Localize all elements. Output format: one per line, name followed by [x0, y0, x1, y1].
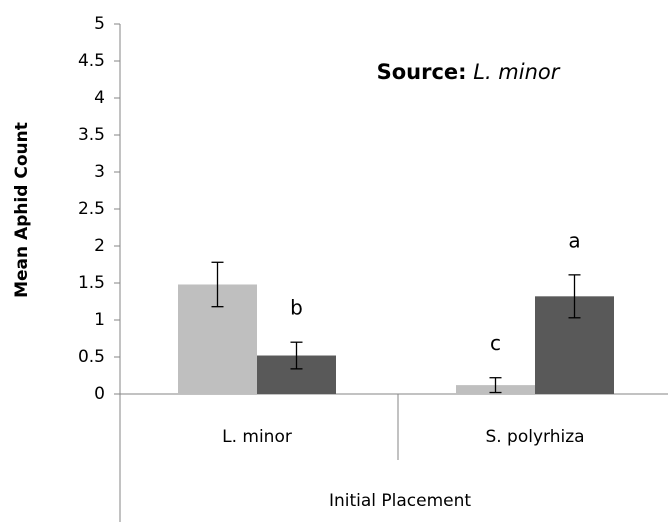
y-tick-label: 0: [94, 384, 105, 404]
y-tick-label: 0.5: [78, 347, 105, 367]
x-axis-title: Initial Placement: [329, 491, 471, 511]
y-tick-label: 3.5: [78, 125, 105, 145]
y-tick-label: 2: [94, 236, 105, 256]
x-tick-label: S. polyrhiza: [485, 427, 584, 447]
chart-title: Source: L. minor: [377, 60, 561, 84]
y-tick-label: 1: [94, 310, 105, 330]
significance-letter: b: [290, 296, 303, 320]
x-tick-label: L. minor: [222, 427, 292, 447]
y-tick-label: 4.5: [78, 51, 105, 71]
title-prefix: Source:: [377, 60, 467, 84]
y-tick-label: 1.5: [78, 273, 105, 293]
significance-letter: c: [490, 331, 501, 355]
y-tick-label: 4: [94, 88, 105, 108]
y-tick-label: 2.5: [78, 199, 105, 219]
y-axis-title: Mean Aphid Count: [12, 122, 32, 298]
title-name: L. minor: [473, 60, 560, 84]
significance-letter: a: [568, 228, 580, 252]
y-tick-label: 5: [94, 14, 105, 34]
y-tick-label: 3: [94, 162, 105, 182]
